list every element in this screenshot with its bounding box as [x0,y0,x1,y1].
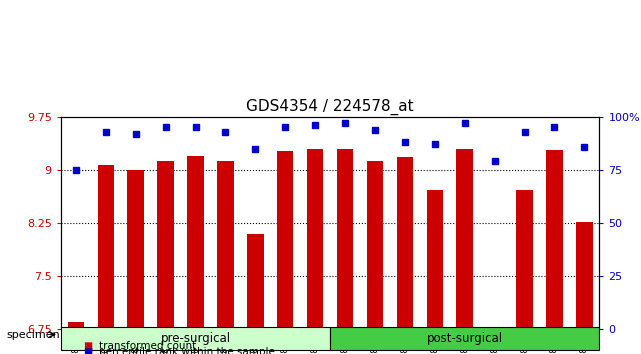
Bar [456,149,473,329]
Text: ■: ■ [83,341,92,351]
Bar [128,170,144,329]
Bar [367,161,383,329]
Text: specimen: specimen [6,330,60,339]
Bar [277,151,294,329]
Bar [68,322,84,329]
Bar [397,157,413,329]
Bar [158,161,174,329]
Bar [546,150,563,329]
Bar [217,161,233,329]
Bar [330,327,599,350]
Text: ■: ■ [83,347,92,354]
Bar [61,327,330,350]
Text: post-surgical: post-surgical [427,332,503,346]
Bar [576,222,593,329]
Text: pre-surgical: pre-surgical [160,332,231,346]
Bar [187,156,204,329]
Bar [247,234,263,329]
Text: percentile rank within the sample: percentile rank within the sample [99,347,275,354]
Bar [97,165,114,329]
Bar [307,149,323,329]
Bar [516,190,533,329]
Text: transformed count: transformed count [99,341,197,351]
Bar [337,149,353,329]
Bar [426,190,443,329]
Title: GDS4354 / 224578_at: GDS4354 / 224578_at [246,99,414,115]
